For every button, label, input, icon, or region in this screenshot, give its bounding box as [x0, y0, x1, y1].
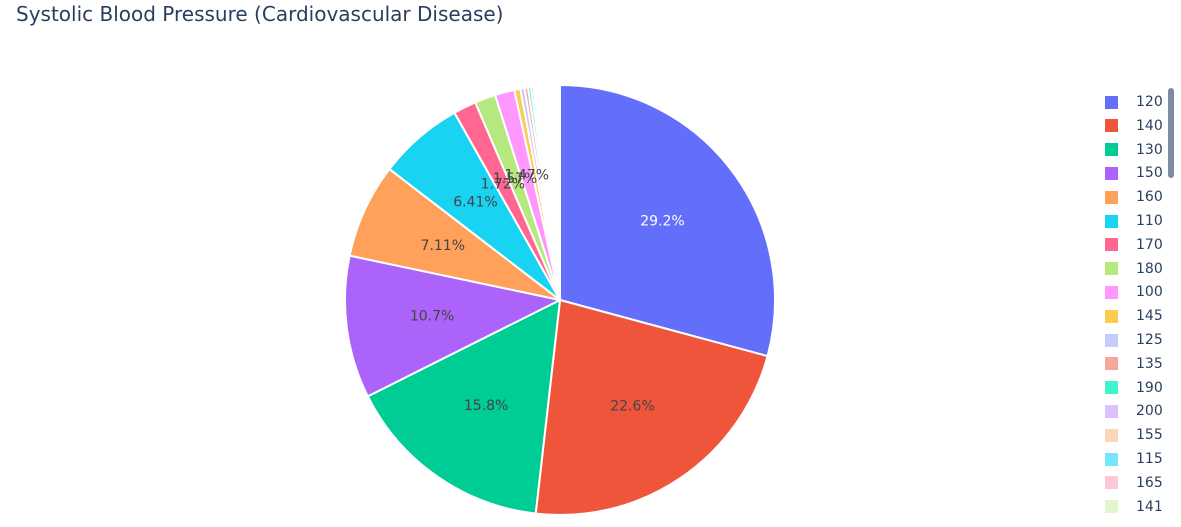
- legend-swatch: [1105, 404, 1118, 418]
- legend-label: 190: [1136, 379, 1163, 396]
- legend-swatch: [1105, 428, 1118, 442]
- pie-slice-130[interactable]: [366, 298, 562, 515]
- slice-label-110: 6.41%: [453, 195, 497, 211]
- legend-swatch: [1105, 143, 1118, 157]
- legend-item-200[interactable]: 200: [1098, 401, 1163, 421]
- legend-swatch: [1105, 452, 1118, 466]
- legend-swatch: [1105, 285, 1118, 299]
- legend-swatch: [1105, 214, 1118, 228]
- legend-item-190[interactable]: 190: [1098, 378, 1163, 398]
- pie-slices: [344, 83, 776, 517]
- legend-item-130[interactable]: 130: [1098, 140, 1163, 160]
- legend-swatch: [1105, 357, 1118, 371]
- legend-swatch: [1105, 309, 1118, 323]
- legend-label: 140: [1136, 117, 1163, 134]
- legend-item-141[interactable]: 141: [1098, 497, 1163, 517]
- legend-swatch: [1105, 119, 1118, 133]
- legend-label: 141: [1136, 498, 1163, 515]
- slice-label-100: 1.47%: [505, 167, 549, 183]
- legend-label: 125: [1136, 332, 1163, 348]
- legend-item-155[interactable]: 155: [1098, 425, 1163, 445]
- legend-swatch: [1105, 190, 1118, 204]
- slice-label-180: 1.57%: [493, 171, 537, 187]
- legend-item-115[interactable]: 115: [1098, 449, 1163, 469]
- legend-swatch: [1105, 381, 1118, 395]
- legend: 120 140 130 150 160 110 170 180 100 145 125 135 190 2…: [1098, 92, 1178, 522]
- legend-label: 165: [1136, 474, 1163, 491]
- pie-slice-labels: 29.2% 22.6% 15.8% 10.7% 7.11% 6.41% 1.72%1.57%…: [410, 167, 685, 414]
- pie-slice-141[interactable]: [537, 84, 561, 301]
- legend-item-140[interactable]: 140: [1098, 116, 1163, 136]
- slice-label-160: 7.11%: [421, 238, 465, 254]
- legend-label: 200: [1136, 403, 1163, 420]
- legend-item-145[interactable]: 145: [1098, 306, 1163, 326]
- legend-item-170[interactable]: 170: [1098, 235, 1163, 255]
- legend-item-120[interactable]: 120: [1098, 92, 1163, 112]
- legend-label: 135: [1136, 355, 1163, 372]
- legend-swatch: [1105, 95, 1118, 109]
- legend-item-135[interactable]: 135: [1098, 354, 1163, 374]
- legend-item-100[interactable]: 100: [1098, 282, 1163, 302]
- pie-slice-150[interactable]: [344, 254, 564, 398]
- legend-item-160[interactable]: 160: [1098, 187, 1163, 207]
- legend-item-150[interactable]: 150: [1098, 163, 1163, 183]
- legend-item-125[interactable]: 125: [1098, 330, 1163, 350]
- legend-swatch: [1105, 166, 1118, 180]
- legend-label: 115: [1136, 451, 1163, 467]
- legend-label: 130: [1136, 141, 1163, 158]
- legend-item-110[interactable]: 110: [1098, 211, 1163, 231]
- slice-label-130: 15.8%: [464, 398, 508, 414]
- legend-label: 180: [1136, 260, 1163, 277]
- slice-label-120: 29.2%: [640, 214, 684, 230]
- legend-swatch: [1105, 262, 1118, 276]
- legend-item-180[interactable]: 180: [1098, 259, 1163, 279]
- slice-label-140: 22.6%: [610, 399, 654, 415]
- legend-label: 155: [1136, 427, 1163, 444]
- legend-label: 100: [1136, 284, 1163, 301]
- legend-scrollbar[interactable]: [1168, 88, 1174, 178]
- legend-swatch: [1105, 333, 1118, 347]
- legend-item-165[interactable]: 165: [1098, 473, 1163, 493]
- legend-label: 170: [1136, 236, 1163, 253]
- legend-swatch: [1105, 476, 1118, 490]
- legend-swatch: [1105, 238, 1118, 252]
- slice-label-150: 10.7%: [410, 309, 454, 325]
- legend-swatch: [1105, 500, 1118, 514]
- legend-label: 160: [1136, 189, 1163, 206]
- slice-label-170: 1.72%: [481, 176, 525, 192]
- legend-label: 150: [1136, 165, 1163, 182]
- chart-title: Systolic Blood Pressure (Cardiovascular …: [16, 2, 504, 26]
- legend-label: 145: [1136, 308, 1163, 325]
- pie-slice-140[interactable]: [534, 298, 769, 517]
- legend-label: 110: [1136, 213, 1163, 229]
- legend-label: 120: [1136, 94, 1163, 110]
- pie-slice-120[interactable]: [559, 83, 776, 358]
